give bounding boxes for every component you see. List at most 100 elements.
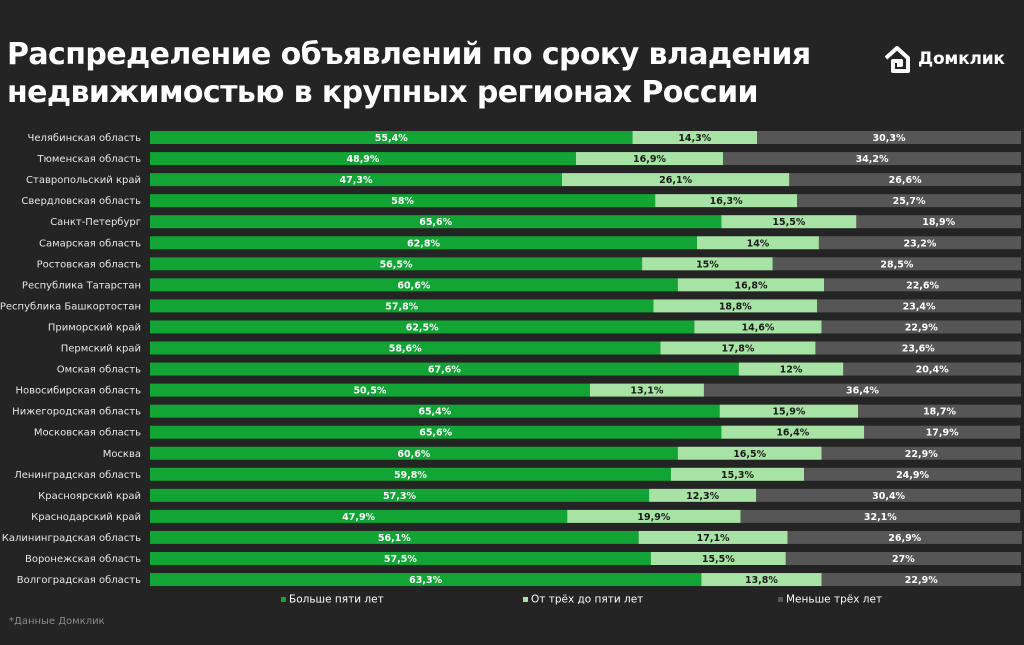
bar-segment-2: [721, 425, 865, 439]
bar-segment-3: [787, 530, 1022, 544]
data-label: 60,6%: [397, 449, 430, 460]
data-label: 20,4%: [916, 365, 949, 376]
bar-segment-3: [723, 152, 1021, 166]
data-label: 58%: [391, 196, 414, 207]
data-label: 59,8%: [394, 470, 427, 481]
data-label: 15,5%: [772, 217, 805, 228]
bar-segment-2: [642, 257, 773, 271]
data-label: 65,6%: [419, 428, 452, 439]
data-label: 48,9%: [346, 154, 379, 165]
data-label: 22,9%: [905, 322, 938, 333]
data-label: 22,9%: [905, 575, 938, 586]
bar-segment-2: [575, 152, 724, 166]
bar-segment-1: [150, 446, 678, 460]
data-label: 32,1%: [864, 512, 897, 523]
bar-segment-3: [785, 552, 1021, 565]
bar-segment-3: [821, 320, 1021, 334]
bar-segment-2: [655, 194, 798, 208]
bar-segment-1: [150, 362, 739, 376]
data-label: 12%: [780, 365, 803, 376]
bar-row: Челябинская область 55,4% 14,3% 30,3%: [27, 131, 1021, 144]
data-label: 25,7%: [893, 196, 926, 207]
bar-segment-1: [150, 383, 590, 397]
data-label: 57,8%: [385, 301, 418, 312]
bar-segment-3: [858, 404, 1021, 418]
bar-segment-3: [821, 573, 1021, 587]
category-label: Ростовская область: [37, 259, 141, 270]
category-label: Калининградская область: [2, 533, 141, 544]
bar-row: Омская область 67,6% 12% 20,4%: [57, 362, 1021, 376]
data-label: 16,4%: [776, 428, 809, 439]
bar-row: Московская область 65,6% 16,4% 17,9%: [34, 425, 1021, 439]
data-label: 23,2%: [903, 238, 936, 249]
bar-segment-1: [150, 236, 697, 250]
bar-segment-3: [804, 467, 1021, 481]
category-label: Омская область: [57, 365, 141, 376]
data-label: 15%: [696, 259, 719, 270]
bar-segment-3: [864, 425, 1021, 439]
bar-row: Пермский край 58,6% 17,8% 23,6%: [61, 341, 1021, 355]
bar-segment-2: [567, 509, 741, 523]
bar-segment-1: [150, 257, 643, 271]
data-label: 56,1%: [378, 533, 411, 544]
legend: Больше пяти лет От трёх до пяти лет Меньше…: [281, 594, 882, 606]
bar-segment-2: [589, 383, 704, 397]
data-label: 34,2%: [856, 154, 889, 165]
data-label: 13,1%: [630, 386, 663, 397]
data-label: 55,4%: [375, 133, 408, 144]
bar-segment-3: [740, 509, 1021, 523]
footnote: *Данные Домклик: [9, 616, 105, 627]
bar-segment-1: [150, 320, 695, 334]
chart-title: Распределение объявлений по сроку владен…: [7, 36, 811, 112]
data-label: 62,8%: [407, 238, 440, 249]
data-label: 23,6%: [902, 344, 935, 355]
bar-segment-3: [821, 446, 1021, 460]
bar-row: Воронежская область 57,5% 15,5% 27%: [25, 552, 1021, 565]
bar-segment-3: [856, 215, 1021, 229]
bar-row: Нижегородская область 65,4% 15,9% 18,7%: [12, 404, 1021, 418]
data-label: 22,6%: [906, 280, 939, 291]
legend-label: Больше пяти лет: [289, 594, 384, 606]
bar-segment-1: [150, 194, 656, 208]
bar-segment-1: [150, 131, 633, 144]
data-label: 47,9%: [342, 512, 375, 523]
chart-title-line-1: Распределение объявлений по сроку владен…: [7, 37, 811, 72]
data-label: 28,5%: [880, 259, 913, 270]
bar-segment-1: [150, 152, 576, 166]
bar-segment-1: [150, 552, 651, 565]
bar-segment-1: [150, 530, 639, 544]
bar-segment-2: [649, 488, 757, 502]
bar-segment-3: [843, 362, 1021, 376]
data-label: 16,5%: [733, 449, 766, 460]
bar-segment-2: [660, 341, 816, 355]
bar-segment-3: [789, 173, 1021, 187]
category-label: Волгоградская область: [17, 575, 141, 586]
data-label: 17,9%: [926, 428, 959, 439]
bar-segment-2: [632, 131, 758, 144]
data-label: 62,5%: [406, 322, 439, 333]
category-label: Тюменская область: [36, 154, 141, 165]
data-label: 47,3%: [340, 175, 373, 186]
legend-label: От трёх до пяти лет: [531, 594, 643, 606]
bar-segment-1: [150, 488, 650, 502]
data-label: 18,7%: [923, 407, 956, 418]
data-label: 65,4%: [418, 407, 451, 418]
chart-title-line-2: недвижимостью в крупных регионах России: [7, 75, 759, 110]
bar-segment-2: [650, 552, 786, 565]
bar-segment-3: [815, 341, 1021, 355]
data-label: 23,4%: [903, 301, 936, 312]
bar-segment-2: [719, 404, 859, 418]
bar-segment-1: [150, 278, 678, 292]
category-label: Пермский край: [61, 344, 141, 355]
brand-logo: Домклик: [882, 44, 1005, 74]
category-label: Свердловская область: [21, 196, 141, 207]
bar-row: Тюменская область 48,9% 16,9% 34,2%: [36, 152, 1021, 166]
domclick-house-icon: [884, 46, 910, 73]
bar-segment-1: [150, 215, 722, 229]
bar-segment-1: [150, 509, 568, 523]
bar-row: Санкт-Петербург 65,6% 15,5% 18,9%: [50, 215, 1021, 229]
data-label: 16,3%: [710, 196, 743, 207]
data-label: 14,6%: [741, 322, 774, 333]
data-label: 22,9%: [905, 449, 938, 460]
